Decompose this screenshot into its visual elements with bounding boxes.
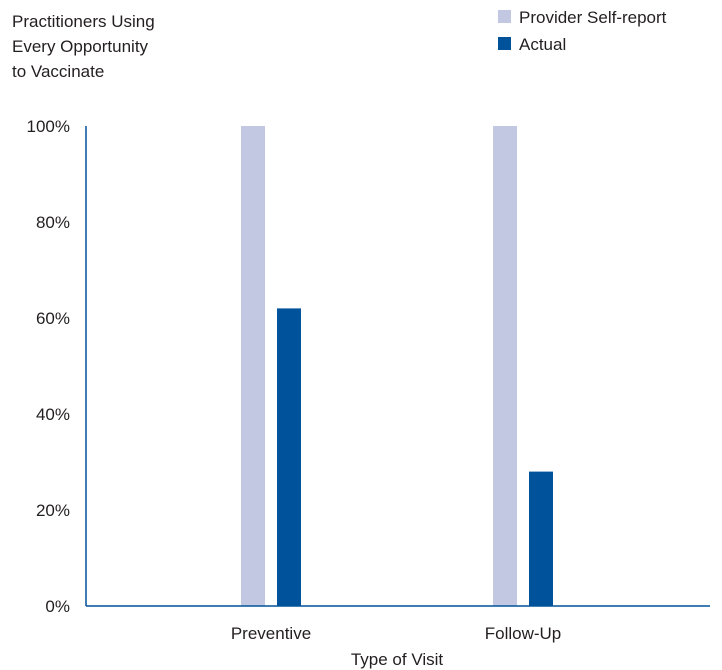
legend: Provider Self-report Actual [498,8,667,54]
x-axis-title: Type of Visit [351,650,444,669]
bar-self-report [241,126,265,606]
legend-swatch-self-report [498,10,511,23]
legend-label-actual: Actual [519,35,566,54]
y-axis-title-line: Practitioners Using [12,12,155,31]
y-tick-label: 80% [36,213,70,232]
y-axis-title-line: to Vaccinate [12,62,104,81]
y-tick-label: 60% [36,309,70,328]
legend-label-self-report: Provider Self-report [519,8,667,27]
legend-item-actual: Actual [498,35,566,54]
y-tick-label: 20% [36,501,70,520]
x-category-label: Preventive [231,624,311,643]
y-tick-label: 0% [45,597,70,616]
y-tick-label: 100% [27,117,70,136]
x-axis-categories: Preventive Follow-Up [231,624,561,643]
legend-swatch-actual [498,37,511,50]
legend-item-self-report: Provider Self-report [498,8,667,27]
bar-self-report [493,126,517,606]
y-axis-title-line: Every Opportunity [12,37,149,56]
y-axis-ticks: 0% 20% 40% 60% 80% 100% [27,117,70,616]
y-tick-label: 40% [36,405,70,424]
bar-actual [529,471,553,606]
y-axis-title: Practitioners Using Every Opportunity to… [12,12,155,81]
bar-actual [277,308,301,606]
bars [241,126,553,606]
x-category-label: Follow-Up [485,624,562,643]
